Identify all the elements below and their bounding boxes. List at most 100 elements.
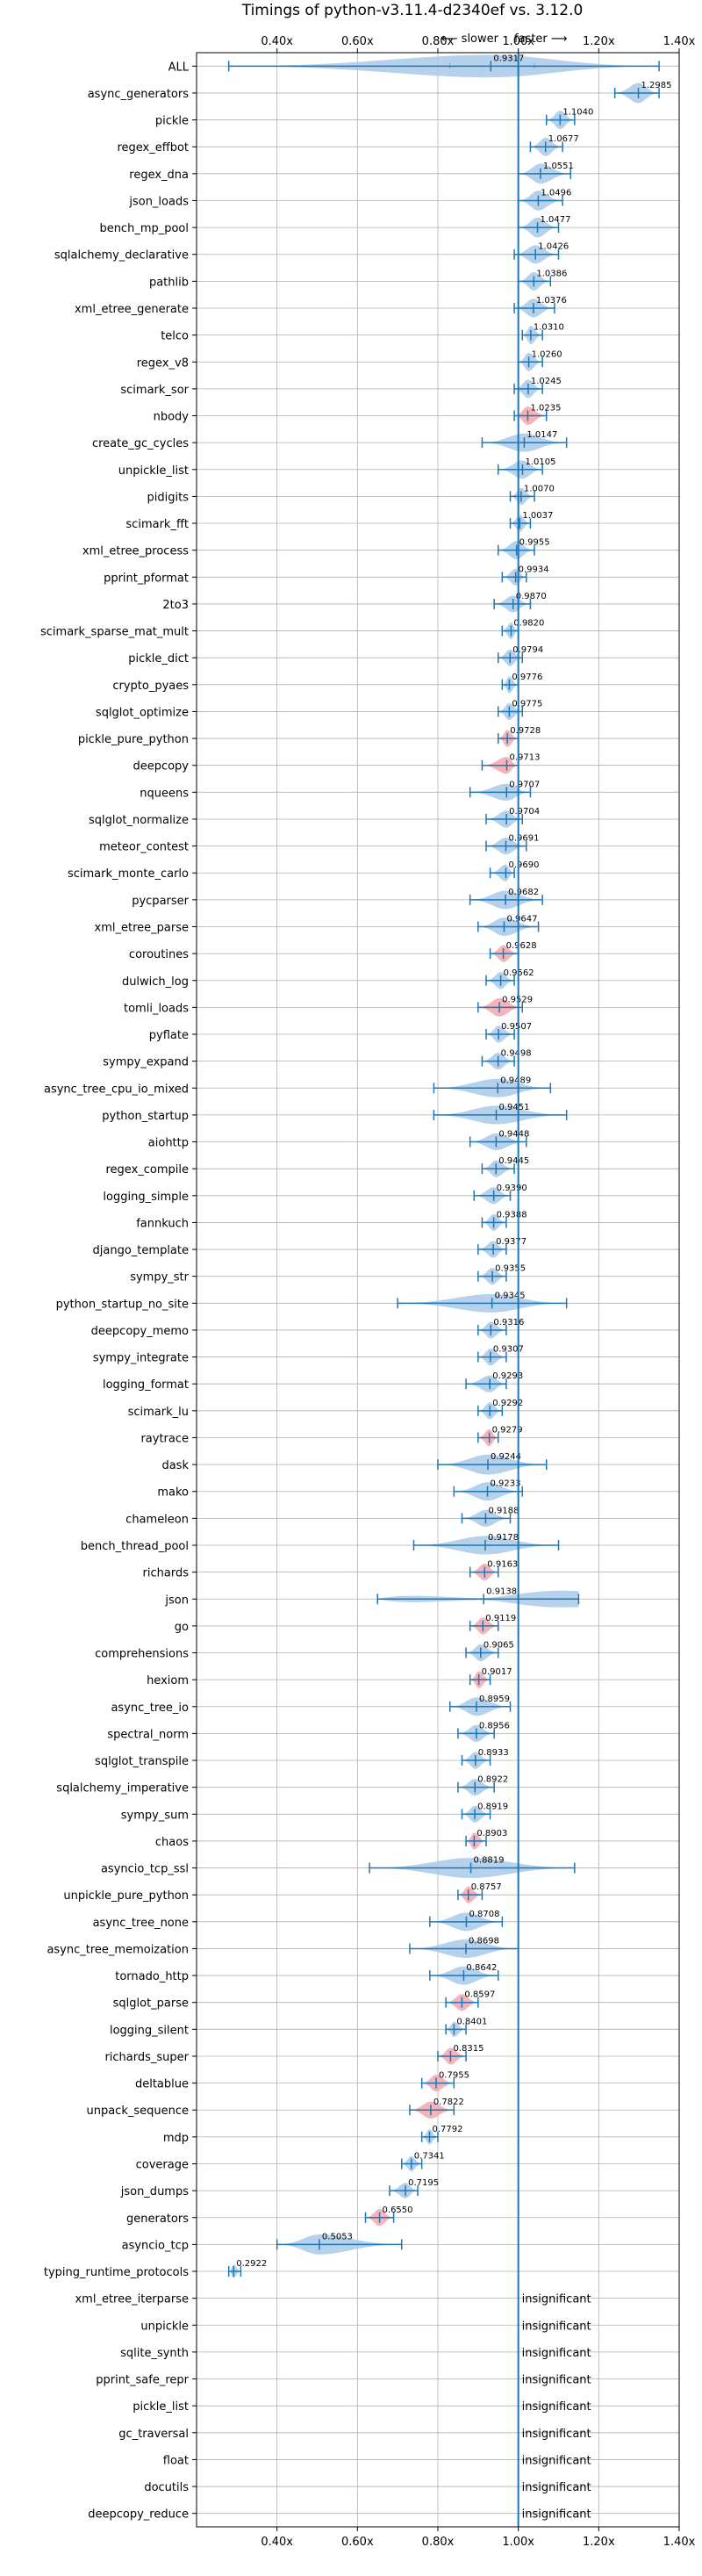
y-tick-label: async_tree_io xyxy=(111,1702,189,1715)
y-tick-label: generators xyxy=(126,2213,189,2226)
data-label: 1.0310 xyxy=(534,323,564,333)
data-label: 0.9233 xyxy=(491,1479,521,1489)
y-tick-label: logging_simple xyxy=(103,1191,189,1204)
data-label: 0.9707 xyxy=(509,780,540,789)
y-tick-label: django_template xyxy=(93,1244,189,1257)
data-label: 0.8903 xyxy=(476,1829,507,1838)
x-tick-label: 0.80x xyxy=(422,2536,455,2549)
data-label: 1.0426 xyxy=(538,242,569,252)
data-label: 1.0070 xyxy=(524,484,555,493)
data-label: 0.9776 xyxy=(512,673,542,682)
data-label: 0.8597 xyxy=(464,1990,495,2000)
y-tick-label: nbody xyxy=(154,411,190,424)
y-tick-label: pickle_dict xyxy=(128,652,189,666)
y-tick-label: deepcopy_reduce xyxy=(88,2508,189,2522)
y-tick-label: scimark_fft xyxy=(125,518,189,531)
y-tick-label: logging_silent xyxy=(110,2024,189,2037)
data-label: 0.7341 xyxy=(414,2151,445,2161)
data-label: 1.0105 xyxy=(525,457,555,467)
y-tick-label: xml_etree_generate xyxy=(75,303,189,316)
y-tick-label: pathlib xyxy=(149,276,189,289)
y-tick-label: regex_v8 xyxy=(137,356,189,370)
data-label: 0.7792 xyxy=(432,2125,462,2134)
x-tick-label: 0.60x xyxy=(341,2536,374,2549)
y-tick-label: json_loads xyxy=(128,195,189,208)
data-label: 1.0477 xyxy=(541,215,571,225)
data-label: 0.7822 xyxy=(433,2097,464,2107)
data-label: 0.9775 xyxy=(512,699,542,709)
y-tick-label: nqueens xyxy=(140,787,189,800)
data-label: 1.0551 xyxy=(543,162,574,171)
x-tick-label: 0.80x xyxy=(422,35,455,48)
y-tick-label: sqlglot_optimize xyxy=(96,706,189,719)
data-label: 1.0037 xyxy=(522,511,553,521)
data-label: 0.2922 xyxy=(236,2259,267,2269)
data-label: 0.9345 xyxy=(495,1291,526,1300)
data-label: 0.8698 xyxy=(469,1936,499,1946)
y-tick-label: telco xyxy=(161,330,189,343)
data-label: 0.8708 xyxy=(469,1910,499,1919)
y-tick-label: scimark_sor xyxy=(120,384,189,397)
data-label: 0.9138 xyxy=(486,1587,517,1596)
data-label: 0.8401 xyxy=(456,2017,487,2026)
data-label: 1.2985 xyxy=(641,81,671,90)
y-tick-label: create_gc_cycles xyxy=(92,437,189,450)
x-tick-label: 1.40x xyxy=(663,2536,696,2549)
y-tick-label: pycparser xyxy=(132,895,189,908)
y-tick-label: sqlite_synth xyxy=(120,2347,189,2360)
data-label: 0.9445 xyxy=(498,1156,529,1166)
y-tick-label: pickle xyxy=(155,115,189,128)
y-tick-label: bench_mp_pool xyxy=(99,222,189,235)
y-tick-label: async_generators xyxy=(88,88,190,101)
data-label: 0.9507 xyxy=(501,1022,532,1032)
insignificant-label: insignificant xyxy=(522,2454,591,2467)
y-tick-label: bench_thread_pool xyxy=(81,1540,189,1553)
data-label: 0.9317 xyxy=(493,54,524,63)
y-tick-label: float xyxy=(163,2454,189,2467)
y-tick-label: sympy_expand xyxy=(103,1056,189,1069)
y-tick-label: sqlglot_transpile xyxy=(95,1755,189,1768)
data-label: 0.9728 xyxy=(510,726,541,736)
data-label: 0.9178 xyxy=(488,1533,519,1543)
data-label: 0.9870 xyxy=(516,592,547,601)
y-tick-label: coverage xyxy=(136,2158,189,2171)
y-tick-label: deepcopy_memo xyxy=(91,1325,189,1338)
y-tick-label: dask xyxy=(161,1459,189,1472)
y-tick-label: xml_etree_process xyxy=(82,545,189,558)
y-tick-label: comprehensions xyxy=(95,1648,189,1661)
y-tick-label: mdp xyxy=(163,2132,189,2145)
data-label: 1.0235 xyxy=(530,404,561,414)
y-tick-label: ALL xyxy=(168,61,190,74)
data-label: 0.8642 xyxy=(466,1963,497,1973)
y-tick-label: dulwich_log xyxy=(122,975,189,989)
data-label: 0.9307 xyxy=(493,1345,524,1355)
y-tick-label: deltablue xyxy=(135,2078,189,2091)
data-label: 0.9279 xyxy=(492,1425,523,1435)
data-label: 0.9293 xyxy=(492,1371,523,1381)
data-label: 0.9292 xyxy=(492,1399,523,1408)
y-tick-label: python_startup xyxy=(102,1110,189,1123)
y-tick-label: hexiom xyxy=(147,1674,189,1687)
y-tick-label: sqlglot_normalize xyxy=(89,814,189,827)
y-tick-label: sqlalchemy_imperative xyxy=(56,1782,189,1795)
y-tick-label: pickle_pure_python xyxy=(78,733,189,746)
y-tick-label: raytrace xyxy=(140,1432,189,1445)
insignificant-label: insignificant xyxy=(522,2400,591,2414)
data-label: 0.9377 xyxy=(496,1237,526,1247)
insignificant-label: insignificant xyxy=(522,2481,591,2494)
y-tick-label: sympy_str xyxy=(130,1271,189,1284)
y-tick-label: asyncio_tcp xyxy=(122,2239,189,2252)
y-tick-label: aiohttp xyxy=(148,1137,189,1150)
y-tick-label: regex_dna xyxy=(129,169,189,182)
data-label: 0.9934 xyxy=(519,565,549,574)
faster-label: faster ⟶ xyxy=(514,32,568,46)
data-label: 0.9704 xyxy=(509,807,540,817)
y-tick-label: unpickle xyxy=(140,2320,189,2333)
y-tick-label: chaos xyxy=(155,1836,189,1849)
data-label: 0.9682 xyxy=(508,888,539,897)
data-label: 0.8819 xyxy=(474,1856,505,1866)
chart-title: Timings of python-v3.11.4-d2340ef vs. 3.… xyxy=(241,2,584,19)
